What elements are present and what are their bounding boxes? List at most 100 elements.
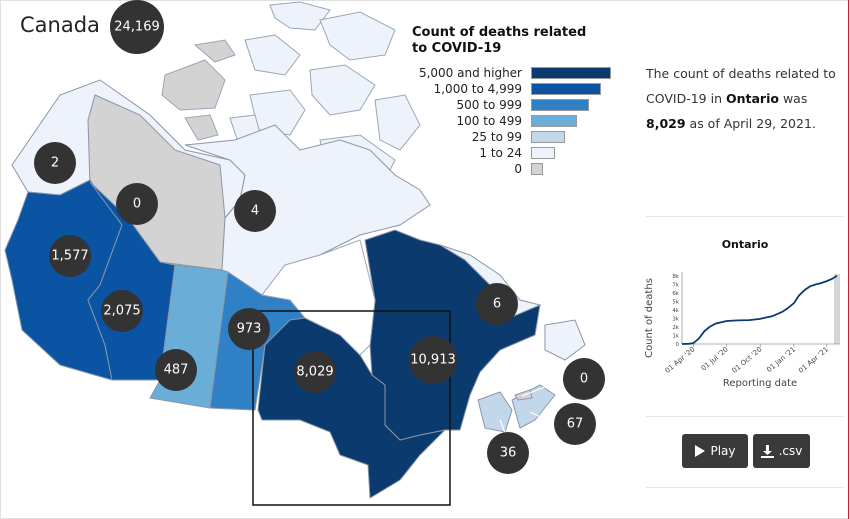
bubble-value: 1,577 — [51, 249, 88, 264]
nwt-island[interactable] — [184, 114, 219, 141]
bubble-circle — [49, 235, 91, 277]
bubble-value: 24,169 — [114, 20, 160, 35]
trend-x-tick-label: 01 Apr '20 — [664, 345, 697, 374]
legend-item: 25 to 99 — [412, 129, 632, 145]
summary-suffix: as of April 29, 2021. — [689, 116, 816, 131]
legend-item: 1 to 24 — [412, 145, 632, 161]
trend-series — [681, 275, 838, 345]
download-icon — [760, 444, 774, 458]
summary-region: Ontario — [725, 91, 779, 106]
legend-item: 500 to 999 — [412, 97, 632, 113]
bubble-value: 2,075 — [103, 304, 140, 319]
bubble-circle — [101, 290, 143, 332]
provinces — [4, 79, 586, 499]
summary-prefix: The count of deaths related to COVID-19 … — [646, 66, 836, 106]
region-value-bubble[interactable]: 0 — [563, 358, 605, 400]
region-value-bubble[interactable]: 36 — [487, 432, 529, 474]
region-new-brunswick[interactable] — [477, 391, 513, 433]
nwt-island[interactable] — [161, 59, 226, 111]
trend-y-tick-label: 4k — [672, 308, 679, 314]
bubble-value: 0 — [133, 197, 141, 212]
region-value-bubble[interactable]: 67 — [554, 403, 596, 445]
legend-item-label: 0 — [514, 162, 522, 176]
play-button-label: Play — [710, 444, 736, 458]
legend-title: Count of deaths related to COVID-19 — [412, 25, 587, 56]
trend-y-tick-label: 3k — [672, 317, 679, 323]
nunavut-island[interactable] — [269, 1, 331, 31]
country-title: Canada — [20, 13, 100, 37]
bubble-circle — [34, 142, 76, 184]
trend-y-tick-label: 1k — [672, 334, 679, 340]
legend-item-label: 100 to 499 — [456, 114, 522, 128]
region-value-bubble[interactable]: 973 — [228, 308, 270, 350]
trend-x-tick-label: 01 Jan '21 — [765, 345, 797, 374]
region-value-bubble[interactable]: 0 — [116, 183, 158, 225]
bubble-circle — [409, 336, 457, 384]
play-icon — [695, 445, 706, 457]
bubble-value: 8,029 — [296, 365, 333, 380]
nunavut-island[interactable] — [319, 11, 396, 61]
nunavut-island[interactable] — [309, 64, 376, 116]
bubble-circle — [234, 190, 276, 232]
page-edge-marker — [848, 0, 849, 519]
trend-y-axis-label: Count of deaths — [644, 278, 655, 358]
region-value-bubble[interactable]: 10,913 — [409, 336, 457, 384]
bubble-circle — [228, 308, 270, 350]
bubble-circle — [155, 349, 197, 391]
region-value-bubble[interactable]: 4 — [234, 190, 276, 232]
divider — [646, 416, 844, 417]
legend-item-label: 1 to 24 — [479, 146, 522, 160]
canada-map: 24,169 0 2 4 1,577 2,075 487 973 8,029 10,913 6 0 67… — [4, 0, 605, 506]
legend-item: 0 — [412, 161, 632, 177]
bubble-value: 6 — [493, 297, 501, 312]
nunavut-island[interactable] — [374, 94, 421, 151]
divider — [646, 487, 844, 488]
trend-y-tick-label: 5k — [672, 300, 679, 306]
legend-item: 100 to 499 — [412, 113, 632, 129]
bubble-circle — [294, 351, 336, 393]
trend-y-tick-label: 6k — [672, 291, 679, 297]
region-value-bubble[interactable]: 1,577 — [49, 235, 91, 277]
region-value-bubble[interactable]: 8,029 — [294, 351, 336, 393]
region-newfoundland-island[interactable] — [544, 319, 586, 361]
bubble-circle — [487, 432, 529, 474]
region-value-bubbles: 24,169 0 2 4 1,577 2,075 487 973 8,029 10,913 6 0 67… — [34, 0, 605, 474]
summary-middle: was — [782, 91, 808, 106]
bubble-value: 10,913 — [410, 353, 456, 368]
bubble-value: 0 — [580, 372, 588, 387]
bubble-circle — [554, 403, 596, 445]
trend-x-tick-label: 01 Oct '20 — [731, 345, 764, 374]
legend-item-label: 5,000 and higher — [418, 66, 522, 80]
region-value-bubble[interactable]: 2,075 — [101, 290, 143, 332]
bubble-value: 2 — [51, 156, 59, 171]
play-button[interactable]: Play — [682, 434, 748, 468]
nunavut-island[interactable] — [244, 34, 301, 76]
current-date-band — [834, 274, 840, 344]
trend-x-axis-label: Reporting date — [723, 378, 797, 389]
country-total-bubble[interactable]: 24,169 — [110, 0, 164, 54]
region-value-bubble[interactable]: 2 — [34, 142, 76, 184]
hudson-bay — [261, 239, 376, 356]
legend-item-label: 500 to 999 — [456, 98, 522, 112]
legend-item-label: 25 to 99 — [471, 130, 522, 144]
trend-y-tick-label: 0 — [676, 342, 680, 348]
region-alberta[interactable] — [87, 181, 176, 381]
region-quebec[interactable] — [364, 229, 541, 441]
legend: Count of deaths related to COVID-19 5,00… — [412, 25, 632, 177]
region-value-bubble[interactable]: 6 — [476, 283, 518, 325]
download-csv-label: .csv — [778, 444, 803, 458]
region-value-bubble[interactable]: 487 — [155, 349, 197, 391]
legend-item: 1,000 to 4,999 — [412, 81, 632, 97]
legend-item: 5,000 and higher — [412, 65, 632, 81]
legend-item-label: 1,000 to 4,999 — [433, 82, 522, 96]
legend-swatch — [531, 115, 577, 127]
legend-swatch — [531, 163, 543, 175]
legend-items: 5,000 and higher 1,000 to 4,999 500 to 999… — [412, 65, 632, 177]
divider — [646, 216, 844, 217]
summary-value: 8,029 — [646, 116, 686, 131]
nwt-island[interactable] — [193, 39, 236, 63]
download-csv-button[interactable]: .csv — [753, 434, 810, 468]
trend-series-line — [681, 275, 838, 345]
bubble-value: 4 — [251, 204, 259, 219]
